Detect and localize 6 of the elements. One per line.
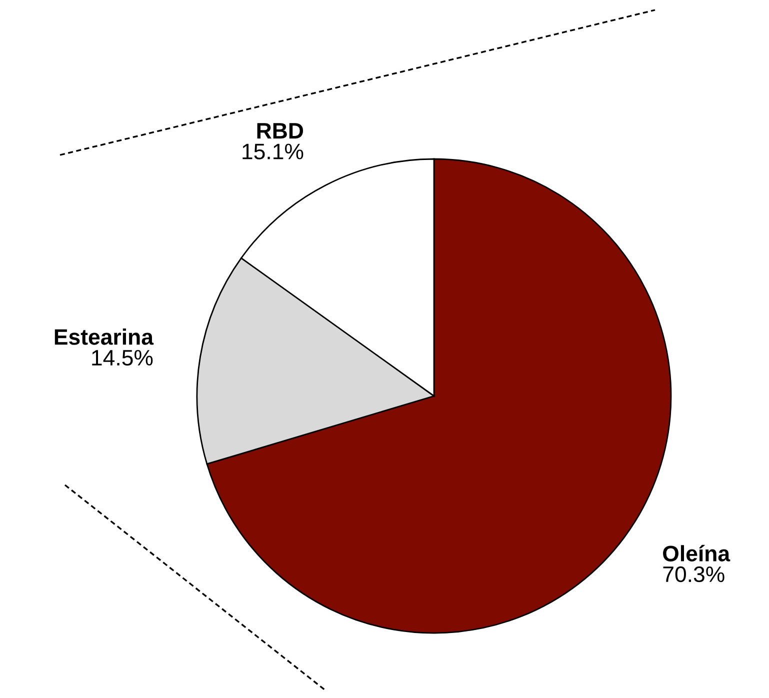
slice-label: Estearina bbox=[54, 328, 154, 345]
data-label: 15.1% bbox=[242, 144, 304, 160]
data-label: 70.3% bbox=[663, 566, 724, 582]
data-label: 14.5% bbox=[92, 350, 153, 366]
slice-label: Oleína bbox=[663, 544, 730, 562]
slice-label: RBD bbox=[257, 123, 304, 138]
